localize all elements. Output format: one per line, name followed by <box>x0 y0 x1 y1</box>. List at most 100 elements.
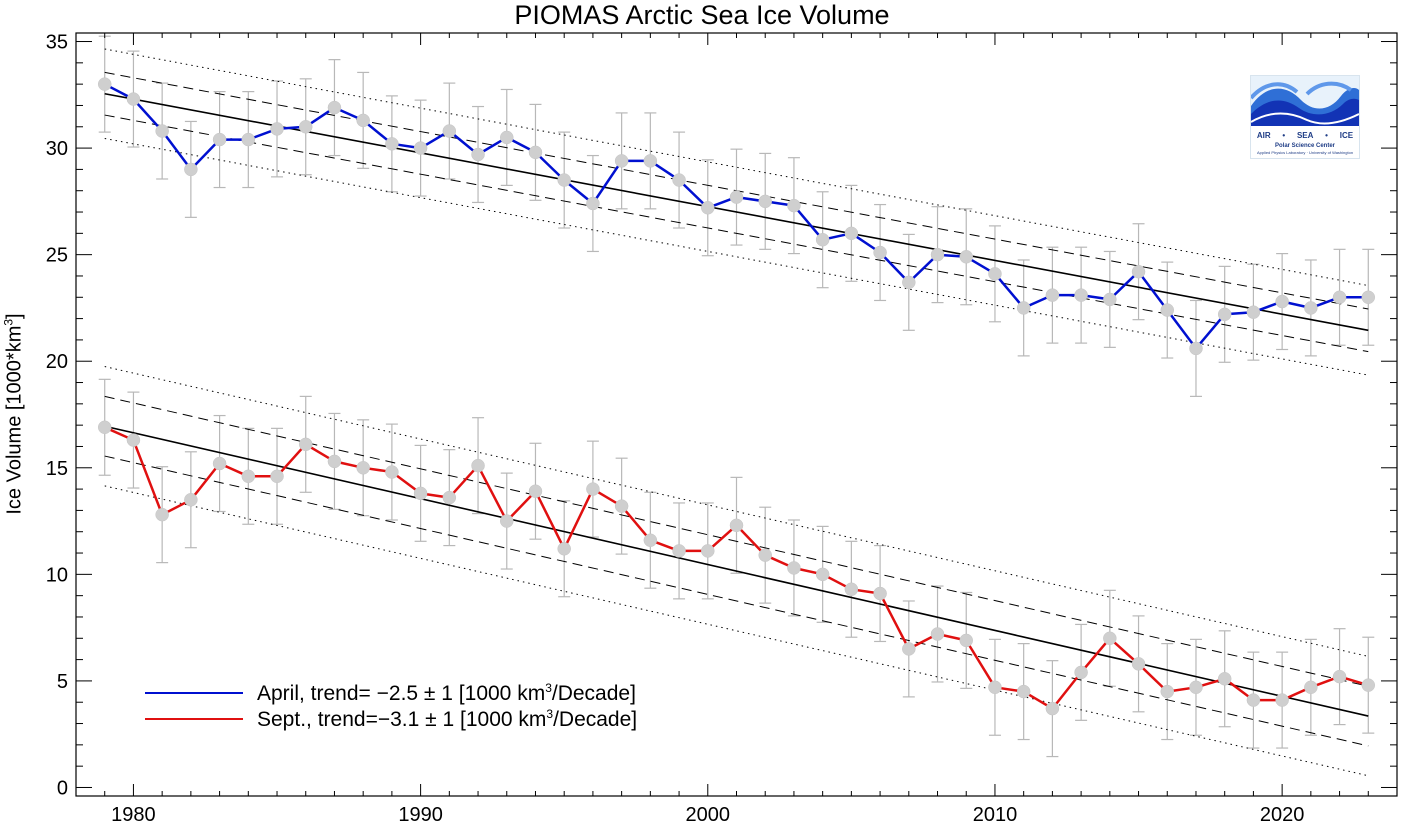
logo-row-lab: Applied Physics Laboratory · University … <box>1256 150 1354 155</box>
data-point-sept <box>902 642 916 656</box>
trend-line-sept <box>104 425 1369 717</box>
data-point-april <box>1131 264 1146 279</box>
data-point-april <box>184 162 198 177</box>
data-point-april <box>787 198 801 213</box>
x-tick-label: 1980 <box>111 804 156 826</box>
y-tick-label: 35 <box>46 32 68 54</box>
data-point-sept <box>413 486 428 501</box>
data-point-sept <box>1160 684 1175 699</box>
data-point-april <box>1332 290 1347 305</box>
legend-label-sept: Sept., trend=−3.1 ± 1 [1000 km3/Decade] <box>257 706 638 731</box>
data-point-sept <box>1361 678 1376 692</box>
data-point-sept <box>241 469 256 484</box>
y-tick-label: 5 <box>57 671 68 693</box>
data-point-sept <box>557 542 571 556</box>
logo-row-title: AIR • SEA • ICE <box>1256 131 1354 140</box>
trend-band-outer-april <box>104 48 1369 287</box>
data-point-april <box>614 154 629 168</box>
data-point-april <box>643 154 658 168</box>
data-point-sept <box>614 499 629 513</box>
data-point-sept <box>930 627 945 641</box>
data-point-sept <box>1275 693 1289 707</box>
data-point-sept <box>643 533 658 547</box>
legend: April, trend= −2.5 ± 1 [1000 km3/Decade]… <box>145 680 637 732</box>
data-point-sept <box>528 484 543 498</box>
x-tick-label: 1990 <box>398 804 443 826</box>
chart-title: PIOMAS Arctic Sea Ice Volume <box>514 0 890 30</box>
data-point-april <box>270 122 284 136</box>
data-point-sept <box>815 567 830 582</box>
data-point-april <box>1304 301 1318 315</box>
trend-band-inner-april <box>104 114 1369 353</box>
legend-item-sept: Sept., trend=−3.1 ± 1 [1000 km3/Decade] <box>145 706 637 732</box>
data-point-sept <box>270 469 284 484</box>
data-point-april <box>155 124 169 138</box>
data-point-april <box>701 201 715 215</box>
data-point-sept <box>1189 680 1203 695</box>
data-point-sept <box>1103 631 1117 646</box>
data-point-sept <box>356 461 370 475</box>
legend-swatch-sept <box>145 718 243 720</box>
data-point-sept <box>873 586 887 601</box>
data-point-sept <box>97 420 112 435</box>
data-point-april <box>1217 307 1232 322</box>
data-point-sept <box>988 680 1002 695</box>
data-point-april <box>1361 290 1376 305</box>
y-tick-label: 15 <box>46 458 68 480</box>
legend-label-april: April, trend= −2.5 ± 1 [1000 km3/Decade] <box>257 680 636 705</box>
data-point-april <box>672 173 686 187</box>
data-point-sept <box>844 582 859 597</box>
data-point-april <box>1189 341 1203 356</box>
data-point-april <box>413 141 428 155</box>
trend-band-inner-sept <box>104 395 1369 687</box>
data-point-april <box>1045 288 1060 302</box>
data-point-april <box>1103 292 1117 307</box>
data-point-sept <box>701 544 715 558</box>
y-tick-label: 0 <box>57 777 68 799</box>
y-tick-label: 25 <box>46 245 68 267</box>
data-point-april <box>1160 303 1175 317</box>
legend-swatch-april <box>145 692 243 694</box>
data-point-april <box>298 120 313 134</box>
data-point-april <box>1275 294 1289 309</box>
data-point-sept <box>787 561 801 575</box>
data-point-sept <box>126 433 141 447</box>
data-point-april <box>442 124 457 138</box>
y-tick-label: 30 <box>46 138 68 160</box>
data-point-april <box>557 173 571 187</box>
data-point-sept <box>1074 665 1088 680</box>
x-tick-label: 2000 <box>686 804 731 826</box>
data-point-april <box>1246 305 1261 319</box>
data-point-sept <box>471 458 485 473</box>
data-point-april <box>873 245 887 260</box>
data-point-sept <box>184 493 198 507</box>
x-tick-label: 2010 <box>973 804 1018 826</box>
air-sea-ice-logo: AIR • SEA • ICE Polar Science Center Applied… <box>1250 75 1360 159</box>
data-point-april <box>844 226 859 241</box>
data-point-april <box>471 147 485 162</box>
data-point-april <box>528 145 543 160</box>
y-axis-label: Ice Volume [1000*km3] <box>1 313 26 515</box>
data-point-sept <box>1332 669 1347 684</box>
data-point-april <box>815 232 830 247</box>
data-point-sept <box>1131 657 1146 671</box>
data-point-april <box>385 137 399 151</box>
data-point-april <box>902 275 916 290</box>
data-point-sept <box>442 490 457 505</box>
data-point-sept <box>212 456 227 471</box>
data-point-april <box>97 77 112 91</box>
data-point-sept <box>500 514 514 528</box>
data-point-sept <box>298 437 313 452</box>
data-point-april <box>500 130 514 145</box>
data-point-april <box>1016 301 1031 315</box>
data-point-sept <box>758 548 772 562</box>
data-point-sept <box>1246 693 1261 707</box>
data-point-april <box>586 196 600 211</box>
x-tick-label: 2020 <box>1260 804 1305 826</box>
data-point-april <box>327 100 342 115</box>
data-point-sept <box>385 465 399 479</box>
data-point-april <box>758 194 772 209</box>
data-point-sept <box>586 482 600 496</box>
data-point-sept <box>729 518 744 533</box>
